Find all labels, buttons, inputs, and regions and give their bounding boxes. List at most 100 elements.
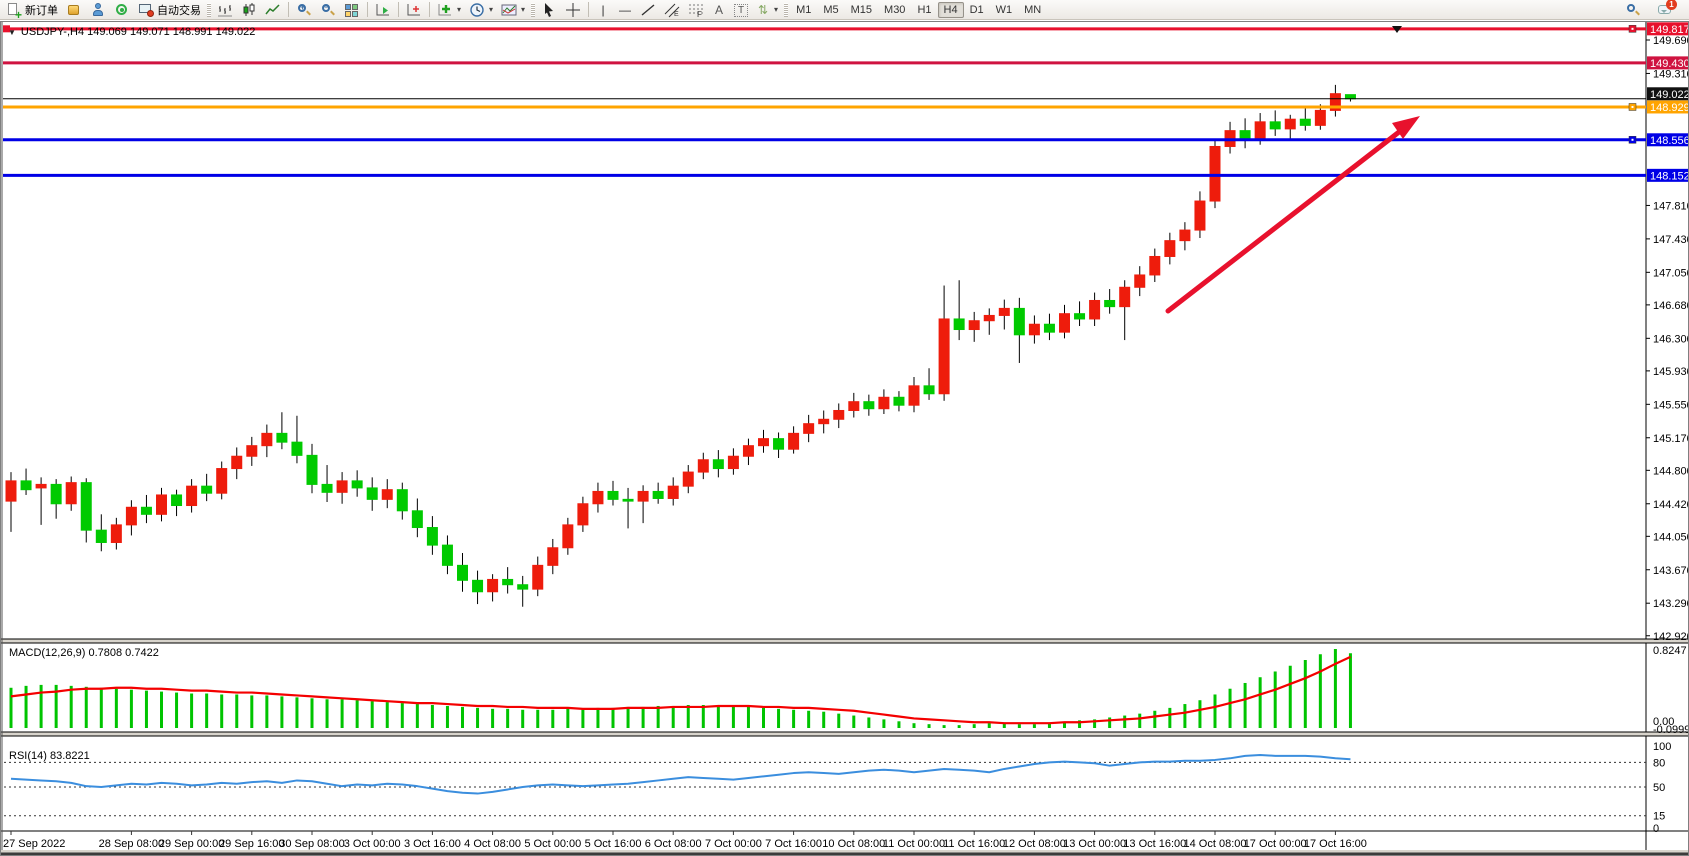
trend-arrow-head bbox=[1392, 116, 1420, 139]
equidistant-channel-icon: E bbox=[664, 3, 680, 18]
vertical-line-button[interactable]: | bbox=[592, 1, 614, 19]
gold-box-icon bbox=[66, 2, 82, 18]
autotrading-icon bbox=[138, 2, 154, 18]
candlestick-button[interactable] bbox=[237, 1, 261, 19]
timeframe-m5-button[interactable]: M5 bbox=[823, 3, 839, 16]
equidistant-channel-button[interactable]: E bbox=[660, 1, 684, 19]
timeframe-m1-button[interactable]: M1 bbox=[796, 3, 812, 16]
svg-text:50: 50 bbox=[1653, 782, 1665, 794]
text-icon: A bbox=[715, 2, 724, 17]
clock-icon bbox=[470, 2, 484, 17]
macd-label: MACD(12,26,9) 0.7808 0.7422 bbox=[9, 647, 159, 659]
chart-title-text: USDJPY-,H4 149.069 149.071 148.991 149.0… bbox=[20, 26, 256, 38]
svg-text:17 Oct 16:00: 17 Oct 16:00 bbox=[1304, 838, 1367, 850]
new-order-label: 新订单 bbox=[25, 4, 58, 17]
svg-text:142.920: 142.920 bbox=[1653, 631, 1688, 643]
svg-text:27 Sep 2022: 27 Sep 2022 bbox=[3, 838, 65, 850]
svg-text:13 Oct 00:00: 13 Oct 00:00 bbox=[1063, 838, 1126, 850]
bar-chart-button[interactable] bbox=[213, 1, 237, 19]
svg-text:4 Oct 08:00: 4 Oct 08:00 bbox=[464, 838, 521, 850]
autotrading-button[interactable]: 自动交易 bbox=[134, 1, 205, 19]
mql-community-button[interactable] bbox=[62, 1, 86, 19]
cursor-icon bbox=[545, 2, 554, 17]
text-button[interactable]: A bbox=[708, 1, 730, 19]
label-button[interactable]: T bbox=[730, 1, 752, 19]
svg-text:145.170: 145.170 bbox=[1653, 433, 1688, 445]
new-order-button[interactable]: + 新订单 bbox=[2, 1, 62, 21]
line-chart-button[interactable] bbox=[261, 1, 285, 19]
chat-bubble-icon: 1 bbox=[1657, 0, 1677, 18]
svg-text:148.929: 148.929 bbox=[1650, 102, 1688, 114]
svg-text:149.310: 149.310 bbox=[1653, 68, 1688, 80]
svg-text:147.050: 147.050 bbox=[1653, 267, 1688, 279]
indicators-button[interactable]: ▾ bbox=[433, 1, 465, 19]
svg-text:100: 100 bbox=[1653, 741, 1671, 753]
arrows-icon: ⇅ bbox=[758, 2, 769, 17]
svg-text:6 Oct 08:00: 6 Oct 08:00 bbox=[645, 838, 702, 850]
timeframe-w1-button[interactable]: W1 bbox=[995, 3, 1013, 16]
svg-text:29 Sep 00:00: 29 Sep 00:00 bbox=[159, 838, 224, 850]
chart-plot-area[interactable]: MACD(12,26,9) 0.7808 0.7422 0.8247 0.00-0.… bbox=[1, 22, 1688, 855]
chart-shift-button[interactable] bbox=[402, 1, 426, 19]
timeframe-h1-button[interactable]: H1 bbox=[917, 3, 932, 16]
contacts-icon bbox=[90, 2, 106, 18]
arrows-dropdown-icon[interactable]: ▾ bbox=[774, 5, 779, 14]
svg-text:145.550: 145.550 bbox=[1653, 399, 1688, 411]
crosshair-button[interactable] bbox=[561, 1, 585, 19]
horizontal-line-button[interactable]: — bbox=[614, 1, 636, 19]
notification-badge: 1 bbox=[1666, 0, 1677, 10]
main-toolbar: + 新订单 自动交易 + − bbox=[0, 0, 1689, 21]
new-order-icon: + bbox=[6, 2, 22, 21]
indicators-dropdown-icon[interactable]: ▾ bbox=[457, 5, 462, 14]
periods-button[interactable]: ▾ bbox=[465, 1, 497, 19]
svg-text:149.022: 149.022 bbox=[1650, 89, 1688, 101]
svg-text:7 Oct 00:00: 7 Oct 00:00 bbox=[705, 838, 762, 850]
hlines-layer[interactable] bbox=[3, 25, 1646, 177]
arrows-button[interactable]: ⇅ ▾ bbox=[752, 1, 782, 19]
timeframe-h4-button[interactable]: H4 bbox=[937, 1, 964, 18]
timeframe-d1-button[interactable]: D1 bbox=[969, 3, 984, 16]
svg-text:5 Oct 16:00: 5 Oct 16:00 bbox=[585, 838, 642, 850]
rsi-panel: RSI(14) 83.8221 100 80 50 150 bbox=[4, 741, 1671, 835]
trend-arrow[interactable] bbox=[1165, 129, 1402, 314]
timeframe-mn-button[interactable]: MN bbox=[1024, 3, 1042, 16]
auto-scroll-button[interactable] bbox=[371, 1, 395, 19]
svg-text:149.817: 149.817 bbox=[1650, 24, 1688, 36]
zoom-out-icon: − bbox=[320, 2, 336, 18]
svg-text:3 Oct 16:00: 3 Oct 16:00 bbox=[404, 838, 461, 850]
periods-dropdown-icon[interactable]: ▾ bbox=[489, 5, 494, 14]
bar-chart-icon bbox=[218, 4, 232, 16]
annotations-layer[interactable] bbox=[1165, 26, 1420, 314]
svg-text:0.8247: 0.8247 bbox=[1653, 645, 1687, 657]
templates-button[interactable]: ▾ bbox=[497, 1, 529, 19]
symbol-dropdown-icon[interactable]: ▼ bbox=[8, 27, 16, 37]
signals-button[interactable] bbox=[110, 1, 134, 19]
svg-text:148.152: 148.152 bbox=[1650, 170, 1688, 182]
tile-windows-button[interactable] bbox=[340, 1, 364, 19]
svg-text:149.690: 149.690 bbox=[1653, 35, 1688, 47]
timeframe-toolbar: M1 M5 M15 M30 H1 H4 D1 W1 MN bbox=[790, 1, 1047, 18]
candles-layer bbox=[5, 84, 1356, 607]
zoom-out-button[interactable]: − bbox=[316, 1, 340, 19]
timeframe-m30-button[interactable]: M30 bbox=[884, 3, 906, 16]
candlestick-icon bbox=[243, 2, 255, 16]
trendline-button[interactable] bbox=[636, 1, 660, 19]
svg-text:80: 80 bbox=[1653, 757, 1665, 769]
label-icon: T bbox=[734, 4, 749, 17]
horizontal-line-icon: — bbox=[619, 2, 632, 17]
timeframe-m15-button[interactable]: M15 bbox=[850, 3, 873, 16]
notifications-button[interactable]: 1 bbox=[1653, 0, 1677, 19]
svg-text:147.810: 147.810 bbox=[1653, 200, 1688, 212]
svg-text:30 Sep 08:00: 30 Sep 08:00 bbox=[279, 838, 344, 850]
svg-text:147.430: 147.430 bbox=[1653, 234, 1688, 246]
tile-windows-icon bbox=[344, 2, 360, 18]
svg-text:14 Oct 08:00: 14 Oct 08:00 bbox=[1184, 838, 1247, 850]
cursor-button[interactable] bbox=[537, 1, 561, 19]
zoom-in-button[interactable]: + bbox=[292, 1, 316, 19]
templates-dropdown-icon[interactable]: ▾ bbox=[521, 5, 526, 14]
contacts-button[interactable] bbox=[86, 1, 110, 19]
search-button[interactable] bbox=[1621, 1, 1645, 19]
fibonacci-button[interactable]: F bbox=[684, 1, 708, 19]
search-icon bbox=[1625, 2, 1641, 18]
